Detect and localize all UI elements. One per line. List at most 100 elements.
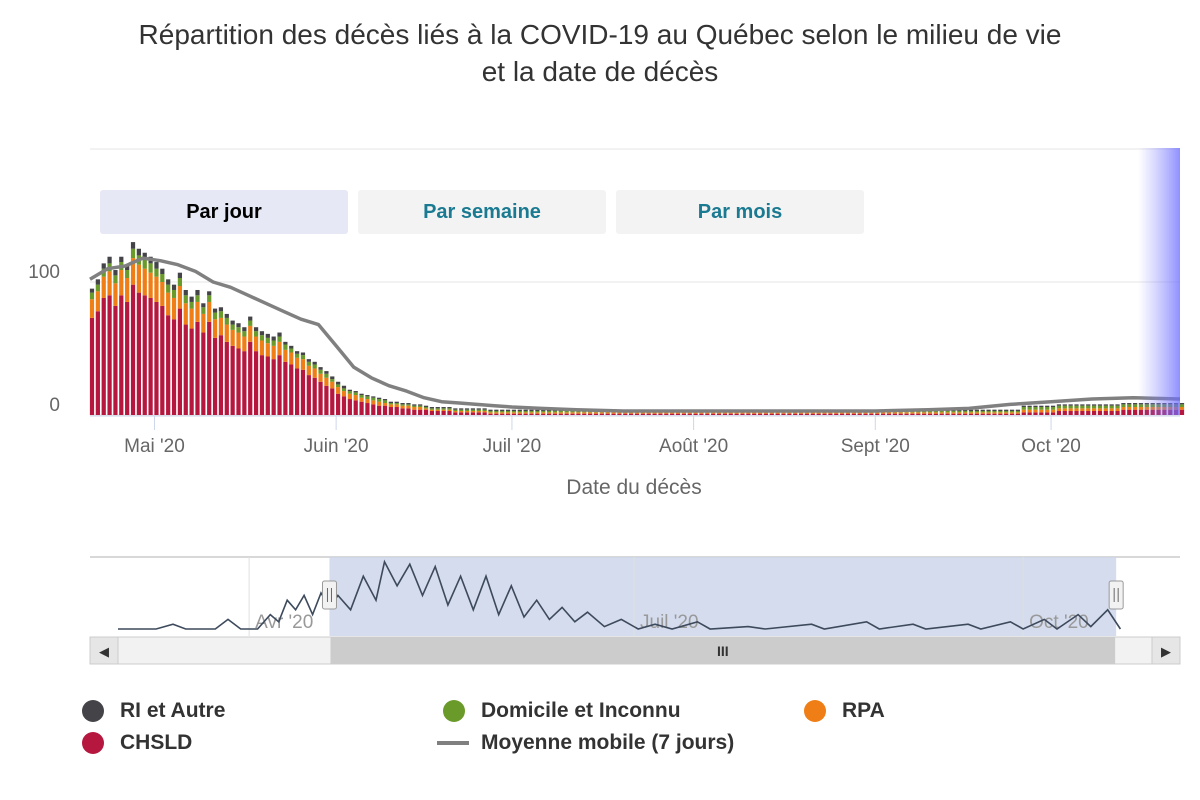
bar-segment xyxy=(142,252,147,260)
navigator-handle xyxy=(1108,580,1124,610)
bar-segment xyxy=(1004,412,1009,414)
x-tick-label: Août '20 xyxy=(659,436,728,457)
bar-segment xyxy=(453,412,458,415)
bar-segment xyxy=(1004,411,1009,413)
legend-marker xyxy=(443,700,465,722)
legend-item-moyenne-mobile[interactable]: Moyenne mobile (7 jours) xyxy=(437,731,734,755)
bar-segment xyxy=(576,412,581,414)
bar-segment xyxy=(927,412,933,414)
bar-segment xyxy=(371,397,376,401)
bar-segment xyxy=(851,413,856,415)
bar-segment xyxy=(435,411,440,415)
bar-segment xyxy=(341,391,347,397)
bar-segment xyxy=(394,403,399,405)
x-tick-label: Mai '20 xyxy=(124,436,185,457)
bar-segment xyxy=(1103,411,1108,415)
bar-segment xyxy=(500,412,505,414)
bar-segment xyxy=(529,413,534,415)
bar-segment xyxy=(294,353,300,358)
bar-segment xyxy=(265,343,270,357)
bar-segment xyxy=(851,412,856,414)
bar-segment xyxy=(664,412,669,414)
bar-segment xyxy=(922,412,927,414)
bar-segment xyxy=(1086,408,1091,412)
legend-item-chsld[interactable]: CHSLD xyxy=(82,731,192,755)
bar-segment xyxy=(822,413,827,415)
bar-segment xyxy=(154,268,159,277)
bar-segment xyxy=(171,297,177,320)
bar-segment xyxy=(687,413,692,415)
bar-segment xyxy=(142,295,147,415)
bar-segment xyxy=(1039,405,1044,408)
bar-segment xyxy=(705,413,710,415)
bar-segment xyxy=(757,412,763,414)
bar-segment xyxy=(271,340,276,346)
bar-segment xyxy=(95,279,100,285)
bar-segment xyxy=(974,409,980,412)
bar-segment xyxy=(998,409,1003,412)
bar-segment xyxy=(1086,411,1091,415)
legend-item-ri-et-autre[interactable]: RI et Autre xyxy=(82,699,225,723)
bar-segment xyxy=(986,412,991,414)
bar-segment xyxy=(300,355,306,360)
bar-segment xyxy=(382,399,388,401)
legend-line-marker xyxy=(437,741,469,745)
bar-segment xyxy=(552,413,558,415)
bar-segment xyxy=(435,409,440,412)
bar-segment xyxy=(1109,408,1114,412)
bar-segment xyxy=(500,411,505,413)
bar-segment xyxy=(1133,407,1138,410)
bar-segment xyxy=(775,412,780,414)
bar-segment xyxy=(171,289,177,298)
scrollbar-left-button xyxy=(89,636,119,665)
bar-segment xyxy=(857,412,862,414)
bar-segment xyxy=(283,349,288,362)
bar-segment xyxy=(201,307,206,314)
bar-segment xyxy=(441,408,446,410)
bar-segment xyxy=(377,397,382,400)
bar-segment xyxy=(910,413,915,415)
legend-item-domicile-et-inconnu[interactable]: Domicile et Inconnu xyxy=(443,699,681,723)
bar-segment xyxy=(787,413,792,415)
x-axis-title: Date du décès xyxy=(566,476,701,499)
bar-segment xyxy=(1045,412,1050,415)
bar-segment xyxy=(189,296,194,302)
bar-segment xyxy=(582,411,587,413)
bar-segment xyxy=(171,284,177,290)
bar-segment xyxy=(113,270,118,276)
bar-segment xyxy=(968,413,974,415)
bar-segment xyxy=(845,412,851,414)
bar-segment xyxy=(259,355,265,415)
bar-segment xyxy=(277,355,282,415)
range-button-par-semaine[interactable]: Par semaine xyxy=(358,190,606,234)
bar-segment xyxy=(230,324,235,330)
bar-segment xyxy=(793,412,798,414)
range-button-par-jour[interactable]: Par jour xyxy=(100,190,348,234)
bar-segment xyxy=(300,352,306,356)
bar-segment xyxy=(1179,404,1185,408)
bar-segment xyxy=(488,412,493,414)
bar-segment xyxy=(511,413,517,415)
bar-segment xyxy=(992,409,997,412)
bar-segment xyxy=(968,409,974,412)
bar-segment xyxy=(857,413,862,415)
bar-segment xyxy=(488,409,493,412)
navigator[interactable]: Avr '20 Juil '20 Oct '20◀ ▶III xyxy=(89,556,1181,665)
bar-segment xyxy=(1050,412,1056,415)
bar-segment xyxy=(207,321,212,415)
bar-segment xyxy=(810,413,815,415)
bar-segment xyxy=(125,270,130,279)
legend-marker xyxy=(82,732,104,754)
bar-segment xyxy=(429,411,435,415)
bar-segment xyxy=(529,409,534,412)
bar-segment xyxy=(359,395,364,398)
bar-segment xyxy=(1103,405,1108,409)
bar-segment xyxy=(599,412,604,414)
bar-segment xyxy=(341,385,347,389)
bar-segment xyxy=(904,413,909,415)
legend-item-rpa[interactable]: RPA xyxy=(804,699,885,723)
bar-segment xyxy=(535,409,540,412)
bar-segment xyxy=(212,319,218,338)
bar-segment xyxy=(318,381,323,415)
range-button-par-mois[interactable]: Par mois xyxy=(616,190,864,234)
